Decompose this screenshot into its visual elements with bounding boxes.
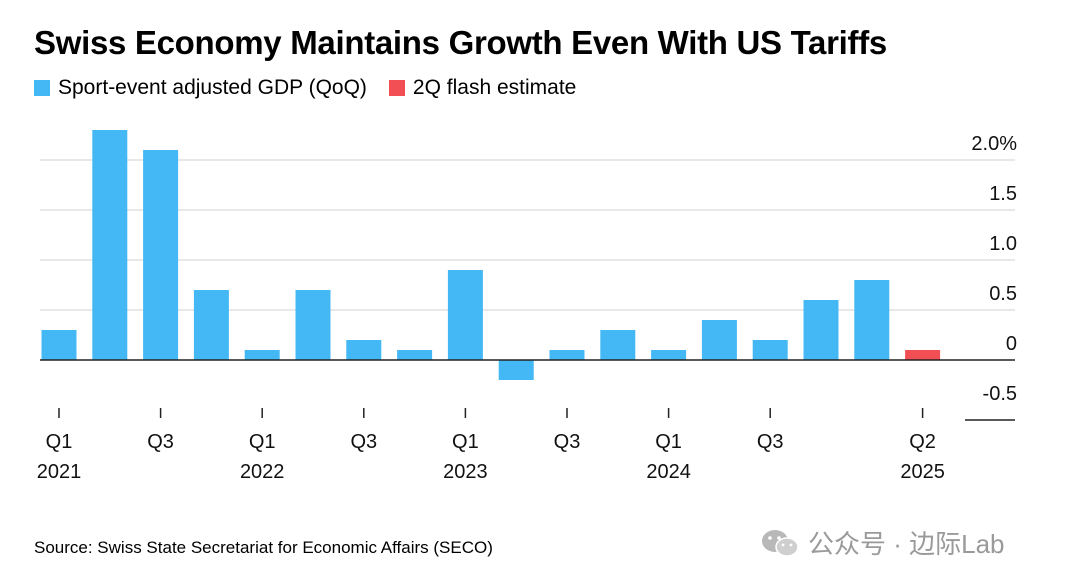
watermark: 公众号 · 边际Lab (760, 524, 1005, 561)
x-tick-quarter-label: Q3 (757, 431, 784, 453)
x-tick-quarter-label: Q1 (452, 431, 479, 453)
gdp-bar (346, 340, 382, 360)
x-tick-quarter-label: Q2 (909, 431, 936, 453)
gdp-bar (549, 350, 585, 360)
x-tick-year-label: 2023 (443, 461, 488, 483)
legend-label-gdp: Sport-event adjusted GDP (QoQ) (58, 76, 367, 99)
gdp-bar (600, 330, 636, 360)
gdp-bar (447, 270, 483, 360)
gdp-bar (397, 350, 433, 360)
x-tick-year-label: 2021 (37, 461, 82, 483)
y-tick-label: 1.5 (989, 183, 1017, 205)
gdp-bar (41, 330, 77, 360)
source-note: Source: Swiss State Secretariat for Econ… (34, 538, 493, 557)
legend-item-gdp: Sport-event adjusted GDP (QoQ) (34, 76, 367, 100)
y-tick-label: -0.5 (983, 383, 1017, 405)
y-tick-label: 2.0% (971, 133, 1017, 155)
legend-swatch-flash (388, 80, 405, 96)
gdp-bar (92, 130, 128, 360)
legend-label-flash: 2Q flash estimate (412, 76, 577, 99)
gdp-bar (295, 290, 331, 360)
legend-swatch-gdp (34, 80, 50, 96)
x-tick-year-label: 2024 (646, 461, 691, 483)
gdp-bar (701, 320, 737, 360)
gdp-bar (854, 280, 890, 360)
gdp-bar (651, 350, 687, 360)
y-tick-label: 0 (1006, 333, 1017, 355)
y-tick-label: 0.5 (989, 283, 1017, 305)
gdp-bar (498, 360, 534, 380)
x-tick-year-label: 2025 (900, 461, 945, 483)
x-tick-quarter-label: Q3 (554, 431, 581, 453)
legend-item-flash: 2Q flash estimate (388, 76, 577, 100)
gdp-bar (143, 150, 179, 360)
x-tick-quarter-label: Q3 (147, 431, 174, 453)
gdp-bar (752, 340, 788, 360)
x-tick-quarter-label: Q1 (249, 431, 276, 453)
x-tick-quarter-label: Q1 (46, 431, 73, 453)
x-tick-quarter-label: Q3 (350, 431, 377, 453)
chart-legend: Sport-event adjusted GDP (QoQ) 2Q flash … (34, 76, 598, 100)
wechat-icon (762, 529, 799, 557)
gdp-bar (193, 290, 229, 360)
x-tick-quarter-label: Q1 (655, 431, 682, 453)
watermark-text: 公众号 · 边际Lab (808, 529, 1005, 559)
y-tick-label: 1.0 (989, 233, 1017, 255)
x-tick-year-label: 2022 (240, 461, 285, 483)
chart-title: Swiss Economy Maintains Growth Even With… (34, 24, 887, 61)
gdp-bar (803, 300, 839, 360)
gdp-bar (244, 350, 280, 360)
flash-estimate-bar (905, 350, 941, 360)
gdp-bar-chart: 2.0% 1.5 1.0 0.5 0 -0.5 Q1 2021 Q3 Q1 2022 Q3 Q1 2023… (37, 130, 1017, 483)
